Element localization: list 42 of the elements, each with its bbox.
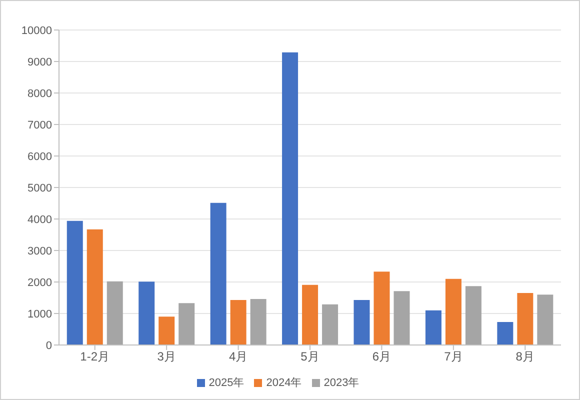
bar (86, 229, 103, 345)
y-tick-label: 9000 (28, 56, 52, 68)
bar (517, 293, 534, 345)
bar (282, 52, 298, 345)
bar (374, 272, 390, 345)
y-tick-label: 7000 (28, 119, 52, 132)
bar (250, 299, 266, 345)
bar (138, 282, 155, 345)
bar (178, 303, 195, 345)
bar (302, 284, 318, 345)
bar (537, 294, 554, 345)
y-tick-label: 3000 (28, 245, 52, 258)
x-tick-label: 3月 (157, 350, 176, 364)
bar (66, 220, 83, 345)
x-tick-label: 4月 (228, 350, 248, 364)
bar (158, 316, 175, 345)
y-tick-label: 5000 (28, 182, 52, 194)
bar (425, 310, 442, 345)
x-tick-label: 6月 (372, 350, 392, 364)
y-tick-label: 1000 (28, 308, 52, 320)
bar (354, 300, 370, 345)
y-tick-label: 4000 (28, 214, 52, 226)
bar (106, 281, 123, 345)
x-tick-label: 7月 (444, 350, 463, 364)
x-tick-label: 5月 (300, 350, 320, 364)
x-tick-label: 1-2月 (80, 350, 110, 364)
bar (230, 300, 246, 345)
y-tick-label: 6000 (28, 150, 52, 163)
bar (497, 322, 514, 345)
y-tick-label: 10000 (21, 24, 52, 37)
bar (445, 278, 462, 345)
bar (465, 286, 482, 345)
legend-label: 2024年 (266, 377, 302, 389)
legend-label: 2023年 (324, 377, 360, 389)
y-tick-label: 0 (46, 340, 52, 352)
bar (210, 202, 226, 345)
x-tick-label: 8月 (516, 350, 534, 364)
y-tick-label: 8000 (28, 88, 52, 100)
bar (394, 291, 410, 345)
legend-label: 2025年 (208, 377, 244, 389)
y-tick-label: 2000 (28, 276, 52, 289)
bar (322, 304, 338, 345)
